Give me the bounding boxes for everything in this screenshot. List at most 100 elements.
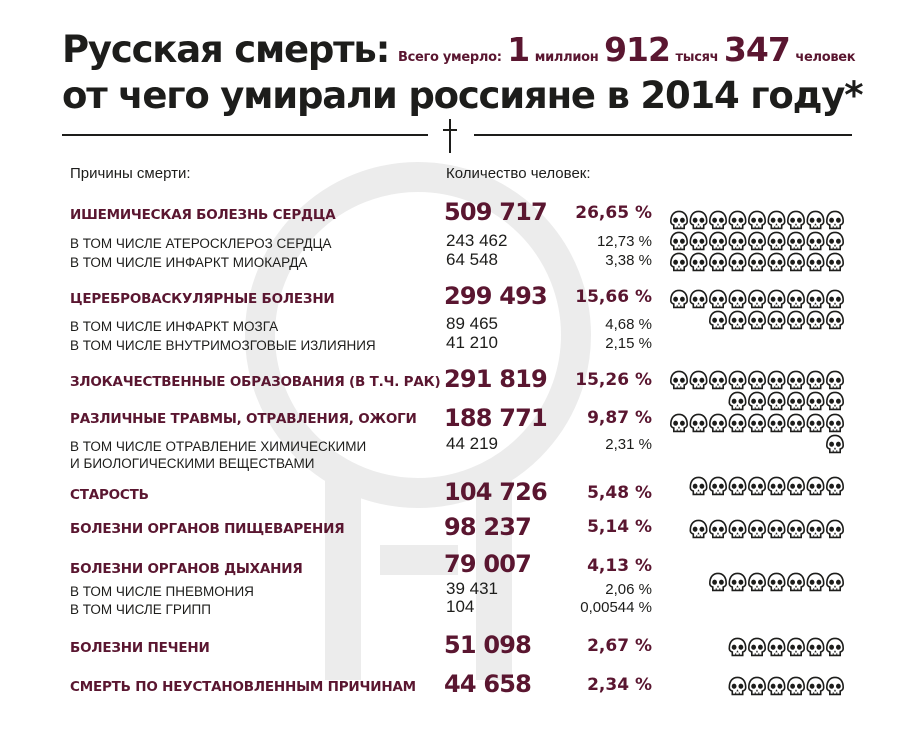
skull-icon bbox=[825, 476, 845, 496]
skull-icon bbox=[669, 370, 689, 390]
sub-cause-name: В ТОМ ЧИСЛЕ ИНФАРКТ МОЗГА bbox=[70, 319, 279, 334]
skull-icon bbox=[806, 231, 825, 251]
skull-icon bbox=[708, 519, 728, 539]
skull-icon bbox=[747, 637, 767, 657]
total-prefix: Всего умерло: bbox=[398, 50, 502, 65]
sub-cause-percent: 4,68 % bbox=[605, 316, 652, 333]
sub-cause-name: В ТОМ ЧИСЛЕ ГРИПП bbox=[70, 602, 211, 617]
skull-icon bbox=[825, 252, 845, 272]
skull-icon bbox=[747, 310, 767, 330]
skull-icon bbox=[825, 289, 845, 309]
skull-icon bbox=[689, 210, 708, 230]
cause-name: ЗЛОКАЧЕСТВЕННЫЕ ОБРАЗОВАНИЯ (В Т.Ч. РАК) bbox=[70, 374, 441, 390]
skull-icon bbox=[767, 252, 786, 272]
skull-icon bbox=[747, 476, 767, 496]
skull-icon bbox=[728, 413, 747, 433]
total-millions-word: миллион bbox=[534, 50, 599, 65]
total-units: 347 bbox=[723, 30, 791, 69]
sub-cause-name: В ТОМ ЧИСЛЕ ОТРАВЛЕНИЕ ХИМИЧЕСКИМИ bbox=[70, 439, 367, 454]
cause-count: 104 726 bbox=[444, 478, 548, 506]
cause-percent: 4,13 % bbox=[587, 556, 652, 576]
skull-icon bbox=[747, 231, 767, 251]
skull-icon bbox=[708, 231, 728, 251]
sub-cause-count: 89 465 bbox=[446, 314, 498, 333]
skull-icon bbox=[728, 391, 747, 411]
cause-count: 299 493 bbox=[444, 282, 548, 310]
sub-cause-name: В ТОМ ЧИСЛЕ ИНФАРКТ МИОКАРДА bbox=[70, 255, 308, 270]
skull-icon bbox=[806, 310, 825, 330]
sub-cause-percent: 2,31 % bbox=[605, 436, 652, 453]
skull-icon bbox=[728, 310, 747, 330]
skull-icon bbox=[767, 476, 786, 496]
sub-cause-count: 243 462 bbox=[446, 231, 508, 250]
skull-icon bbox=[669, 252, 689, 272]
skull-icon bbox=[767, 391, 786, 411]
skull-icon bbox=[747, 370, 767, 390]
skull-icon bbox=[786, 476, 806, 496]
skull-icon bbox=[708, 572, 728, 592]
total-deaths: Всего умерло: 1 миллион 912 тысяч 347 че… bbox=[398, 30, 856, 69]
sub-cause-count: 104 bbox=[446, 597, 475, 616]
skull-icon bbox=[786, 210, 806, 230]
skull-icon bbox=[806, 210, 825, 230]
skull-icon bbox=[767, 231, 786, 251]
skull-icon bbox=[767, 676, 786, 696]
divider-right bbox=[474, 134, 852, 136]
skull-icon bbox=[728, 476, 747, 496]
skull-icon bbox=[825, 370, 845, 390]
skull-icon bbox=[825, 572, 845, 592]
skull-icon bbox=[747, 252, 767, 272]
cause-percent: 5,14 % bbox=[587, 517, 652, 537]
skull-icon bbox=[786, 413, 806, 433]
skull-icon bbox=[767, 413, 786, 433]
skull-icon bbox=[806, 413, 825, 433]
skull-icon bbox=[747, 391, 767, 411]
skull-icon bbox=[708, 476, 728, 496]
skull-icon bbox=[767, 637, 786, 657]
skull-icon bbox=[806, 289, 825, 309]
skull-icon bbox=[825, 434, 845, 454]
skull-icon bbox=[728, 289, 747, 309]
skull-icon bbox=[747, 210, 767, 230]
skull-icon bbox=[825, 413, 845, 433]
sub-cause-name: В ТОМ ЧИСЛЕ АТЕРОСКЛЕРОЗ СЕРДЦА bbox=[70, 236, 332, 251]
skull-icon bbox=[689, 370, 708, 390]
skull-icon bbox=[708, 370, 728, 390]
skull-icon bbox=[786, 572, 806, 592]
skull-icon bbox=[669, 289, 689, 309]
cause-percent: 5,48 % bbox=[587, 483, 652, 503]
skull-icon bbox=[689, 413, 708, 433]
sub-cause-name: В ТОМ ЧИСЛЕ ПНЕВМОНИЯ bbox=[70, 584, 254, 599]
sub-cause-count: 64 548 bbox=[446, 250, 498, 269]
cause-count: 291 819 bbox=[444, 365, 548, 393]
skull-icon bbox=[689, 289, 708, 309]
skull-icon bbox=[708, 210, 728, 230]
sub-cause-percent: 0,00544 % bbox=[580, 599, 652, 616]
skull-icon bbox=[806, 370, 825, 390]
skull-icon bbox=[689, 476, 708, 496]
skull-icon bbox=[747, 572, 767, 592]
skull-icon bbox=[767, 310, 786, 330]
skull-icon bbox=[786, 231, 806, 251]
skull-icon bbox=[708, 310, 728, 330]
skull-icon bbox=[825, 310, 845, 330]
cause-name: СМЕРТЬ ПО НЕУСТАНОВЛЕННЫМ ПРИЧИНАМ bbox=[70, 679, 416, 695]
skull-icon bbox=[806, 476, 825, 496]
divider-left bbox=[62, 134, 428, 136]
total-thousands-word: тысяч bbox=[675, 50, 719, 65]
skull-icon bbox=[708, 289, 728, 309]
skull-icon bbox=[806, 391, 825, 411]
skull-icon bbox=[747, 289, 767, 309]
skull-icon bbox=[728, 637, 747, 657]
cause-percent: 15,66 % bbox=[575, 287, 652, 307]
skull-icon bbox=[728, 231, 747, 251]
skull-icon bbox=[825, 231, 845, 251]
skull-icon bbox=[708, 413, 728, 433]
skull-icon bbox=[786, 519, 806, 539]
skull-icon bbox=[786, 676, 806, 696]
skull-icon bbox=[786, 310, 806, 330]
skull-icon bbox=[669, 231, 689, 251]
cause-percent: 15,26 % bbox=[575, 370, 652, 390]
cause-count: 51 098 bbox=[444, 631, 532, 659]
skull-icon bbox=[825, 519, 845, 539]
